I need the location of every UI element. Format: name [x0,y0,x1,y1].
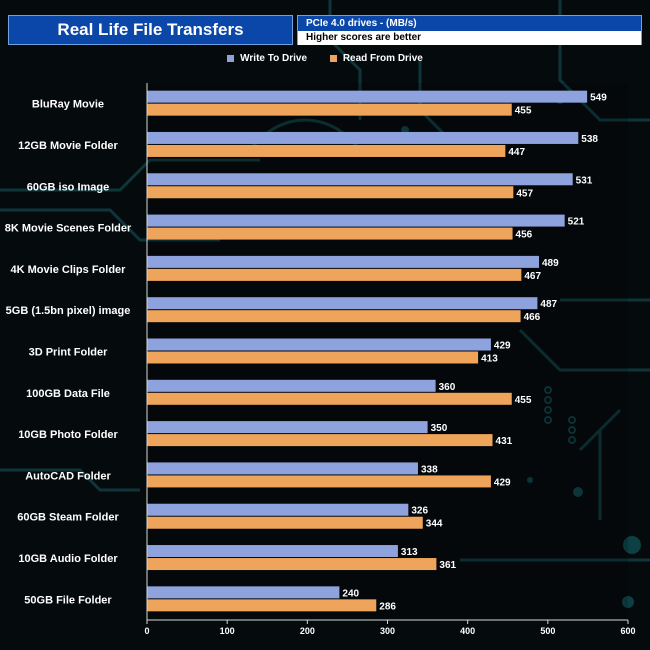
category-label: 10GB Audio Folder [18,553,118,565]
bar-read [147,434,493,447]
x-tick-label: 600 [620,626,635,636]
chart-title: Real Life File Transfers [8,15,293,45]
bar-write [147,462,418,475]
bar-read [147,227,513,240]
legend-swatch-read [329,54,337,62]
value-label-write: 313 [401,547,418,558]
bar-read [147,516,423,529]
bar-write [147,586,340,599]
value-label-write: 549 [590,93,607,104]
category-label: 10GB Photo Folder [18,429,118,441]
category-label: BluRay Movie [32,99,104,111]
value-label-read: 361 [439,560,456,571]
value-label-write: 429 [494,341,511,352]
bar-write [147,421,428,434]
value-label-write: 240 [342,588,359,599]
category-label: 60GB iso Image [27,181,110,193]
bar-write [147,90,588,103]
category-label: 60GB Steam Folder [17,512,119,524]
bar-write [147,255,540,268]
bar-read [147,351,479,364]
value-label-write: 338 [421,464,438,475]
bar-write [147,214,565,227]
legend-swatch-write [227,54,235,62]
x-tick-label: 200 [300,626,315,636]
category-label: 12GB Movie Folder [18,140,118,152]
value-label-write: 350 [431,423,448,434]
bar-write [147,379,436,392]
value-label-read: 457 [516,188,533,199]
bar-read [147,392,512,405]
category-label: AutoCAD Folder [25,470,111,482]
value-label-read: 447 [508,147,525,158]
category-label: 100GB Data File [26,388,110,400]
x-tick-label: 100 [220,626,235,636]
bar-read [147,186,514,199]
value-label-read: 344 [426,519,443,530]
value-label-write: 538 [581,134,598,145]
legend-label-write: Write To Drive [240,53,308,64]
category-label: 4K Movie Clips Folder [11,264,127,276]
value-label-write: 489 [542,258,559,269]
value-label-write: 487 [540,299,557,310]
category-label: 50GB File Folder [24,594,112,606]
bar-write [147,338,491,351]
chart-note: Higher scores are better [298,31,641,45]
value-label-read: 455 [515,395,532,406]
value-label-write: 360 [439,382,456,393]
value-label-read: 466 [524,312,541,323]
bar-read [147,144,506,157]
category-label: 8K Movie Scenes Folder [5,223,132,235]
value-label-read: 286 [379,601,396,612]
bar-read [147,475,491,488]
bar-write [147,503,409,516]
legend-label-read: Read From Drive [342,53,423,64]
bar-write [147,297,538,310]
value-label-read: 429 [494,477,511,488]
value-label-write: 531 [576,175,593,186]
legend-item-read: Read From Drive [329,53,423,64]
chart-subtitle: PCIe 4.0 drives - (MB/s) [298,16,641,31]
value-label-read: 413 [481,354,498,365]
x-tick-label: 400 [460,626,475,636]
value-label-write: 521 [568,217,585,228]
bar-read [147,310,521,323]
bar-write [147,173,573,186]
category-label: 3D Print Folder [29,347,109,359]
category-label: 5GB (1.5bn pixel) image [6,305,131,317]
value-label-read: 456 [516,230,533,241]
bar-write [147,545,398,558]
bar-write [147,131,579,144]
x-tick-label: 500 [540,626,555,636]
legend: Write To Drive Read From Drive [0,53,650,67]
subtitle-box: PCIe 4.0 drives - (MB/s) Higher scores a… [297,15,642,45]
value-label-read: 455 [515,106,532,117]
value-label-write: 326 [411,506,428,517]
bar-read [147,599,377,612]
bar-read [147,268,522,281]
x-tick-label: 300 [380,626,395,636]
legend-item-write: Write To Drive [227,53,307,64]
bar-read [147,103,512,116]
x-tick-label: 0 [144,626,149,636]
value-label-read: 431 [496,436,513,447]
bar-read [147,558,437,571]
value-label-read: 467 [524,271,541,282]
